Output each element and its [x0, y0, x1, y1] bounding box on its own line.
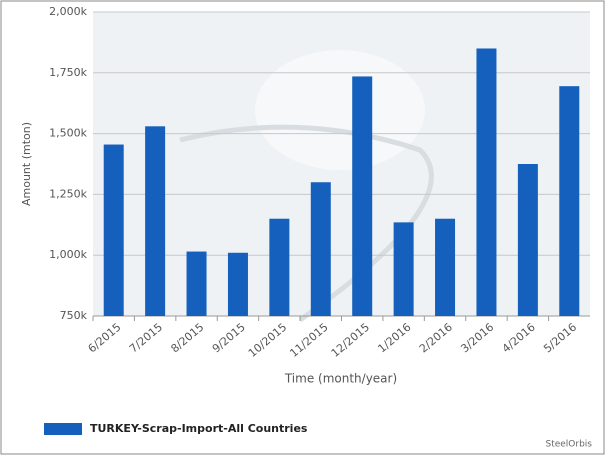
y-tick-label: 2,000k [49, 5, 87, 18]
y-tick-label: 750k [60, 309, 88, 322]
x-axis-title: Time (month/year) [284, 372, 397, 386]
bar [186, 251, 207, 316]
bar [310, 182, 331, 316]
bar [393, 222, 414, 316]
y-tick-label: 1,250k [49, 187, 87, 200]
y-tick-label: 1,500k [49, 127, 87, 140]
bar [559, 86, 580, 317]
bar [435, 218, 456, 316]
bar [476, 48, 497, 316]
y-tick-label: 1,750k [49, 66, 87, 79]
watermark [179, 124, 434, 323]
watermark [255, 50, 425, 170]
legend-label: TURKEY-Scrap-Import-All Countries [90, 422, 308, 435]
bar [517, 164, 538, 316]
bar [269, 218, 290, 316]
bar [352, 76, 373, 316]
y-axis-title: Amount (mton) [20, 122, 33, 206]
legend-swatch [44, 423, 82, 435]
bar [145, 126, 166, 316]
bar [103, 144, 124, 316]
bar [227, 252, 248, 316]
credit: SteelOrbis [545, 440, 592, 450]
y-tick-label: 1,000k [49, 248, 87, 261]
